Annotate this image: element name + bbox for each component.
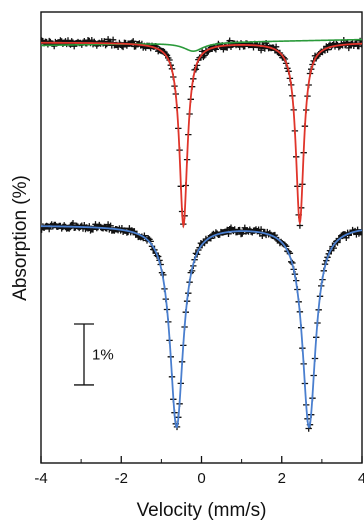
fit-curves <box>41 38 362 429</box>
plot-frame <box>40 11 363 464</box>
x-tick-label: -4 <box>34 470 47 487</box>
x-tick-label: -2 <box>115 470 128 487</box>
y-axis-label: Absorption (%) <box>10 175 31 301</box>
bottom-spectrum-data <box>41 220 362 432</box>
x-axis-ticks: -4 -2 0 2 4 <box>34 456 364 487</box>
top-component-curve <box>41 38 362 52</box>
top-spectrum-data <box>41 36 362 229</box>
scale-bar: 1% <box>74 323 114 386</box>
top-fit-curve <box>41 41 362 229</box>
x-axis-label: Velocity (mm/s) <box>137 500 267 521</box>
x-tick-label: 2 <box>278 470 286 487</box>
bottom-fit-curve <box>41 225 362 429</box>
top-data-points <box>41 36 362 229</box>
bottom-data-points <box>41 220 362 432</box>
scale-bar-label: 1% <box>92 346 114 363</box>
x-tick-label: 0 <box>197 470 205 487</box>
x-tick-label: 4 <box>358 470 364 487</box>
